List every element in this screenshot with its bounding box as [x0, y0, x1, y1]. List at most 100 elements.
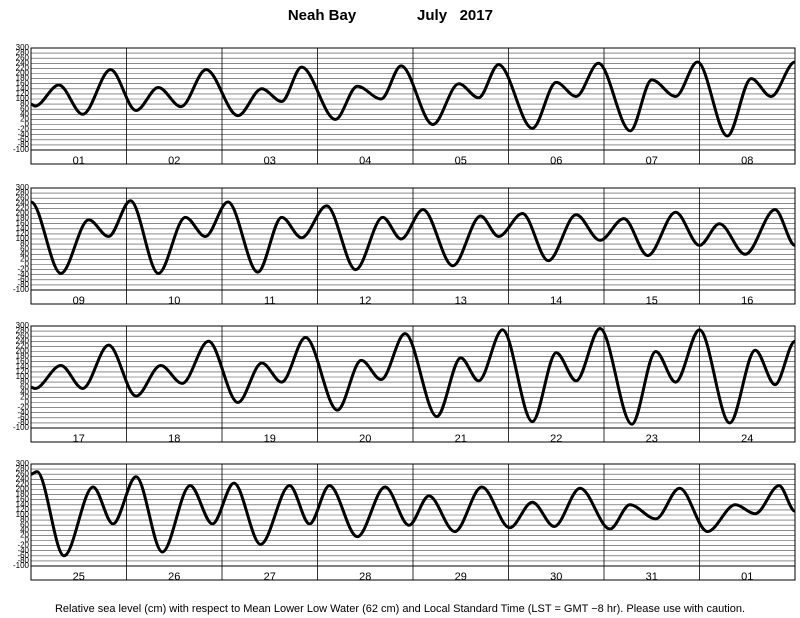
- x-tick-label: 12: [359, 295, 371, 307]
- y-tick-label: 100: [16, 94, 30, 103]
- y-tick-label: 60: [20, 104, 29, 113]
- x-tick-label: 06: [550, 155, 562, 167]
- y-tick-label: 300: [16, 459, 30, 468]
- y-tick-label: 140: [16, 500, 30, 509]
- x-tick-label: 17: [73, 433, 85, 445]
- y-tick-label: 180: [16, 74, 30, 83]
- y-tick-label: 140: [16, 362, 30, 371]
- y-tick-label: 200: [16, 69, 30, 78]
- y-tick-label: 0: [25, 260, 30, 269]
- y-tick-label: 20: [20, 531, 29, 540]
- y-tick-label: 100: [16, 510, 30, 519]
- y-tick-label: 220: [16, 204, 30, 213]
- x-tick-label: 05: [455, 155, 467, 167]
- x-tick-label: 22: [550, 433, 562, 445]
- y-tick-label: 80: [20, 515, 29, 524]
- y-tick-label: 160: [16, 357, 30, 366]
- y-tick-label: 80: [20, 377, 29, 386]
- x-tick-label: 01: [73, 155, 85, 167]
- x-tick-label: 21: [455, 433, 467, 445]
- y-tick-label: -100: [13, 145, 30, 154]
- y-tick-label: -60: [17, 275, 29, 284]
- x-tick-label: 27: [264, 571, 276, 583]
- y-tick-label: 220: [16, 64, 30, 73]
- x-tick-label: 02: [168, 155, 180, 167]
- y-tick-label: 120: [16, 89, 30, 98]
- x-tick-label: 30: [550, 571, 562, 583]
- y-tick-label: 60: [20, 382, 29, 391]
- y-tick-label: 40: [20, 249, 29, 258]
- y-tick-label: 20: [20, 393, 29, 402]
- y-tick-label: 280: [16, 48, 30, 57]
- y-tick-label: -100: [13, 423, 30, 432]
- y-tick-label: 20: [20, 255, 29, 264]
- y-tick-label: 260: [16, 53, 30, 62]
- y-tick-label: 260: [16, 469, 30, 478]
- y-tick-label: 100: [16, 234, 30, 243]
- y-tick-label: 160: [16, 219, 30, 228]
- y-tick-label: 180: [16, 490, 30, 499]
- y-tick-label: 180: [16, 214, 30, 223]
- y-tick-label: 120: [16, 367, 30, 376]
- y-tick-label: 240: [16, 474, 30, 483]
- x-tick-label: 31: [646, 571, 658, 583]
- x-tick-label: 20: [359, 433, 371, 445]
- x-tick-label: 07: [646, 155, 658, 167]
- y-tick-label: 300: [16, 183, 30, 192]
- caption: Relative sea level (cm) with respect to …: [55, 603, 745, 615]
- x-tick-label: 03: [264, 155, 276, 167]
- y-tick-label: -100: [13, 561, 30, 570]
- x-tick-label: 13: [455, 295, 467, 307]
- y-tick-label: 160: [16, 495, 30, 504]
- x-tick-label: 28: [359, 571, 371, 583]
- y-tick-label: 220: [16, 342, 30, 351]
- plot-frame: [30, 325, 796, 443]
- y-tick-label: -80: [17, 556, 29, 565]
- y-tick-label: 240: [16, 58, 30, 67]
- y-tick-label: 60: [20, 244, 29, 253]
- y-tick-label: 200: [16, 209, 30, 218]
- x-tick-label: 10: [168, 295, 180, 307]
- x-tick-label: 16: [741, 295, 753, 307]
- y-tick-label: 220: [16, 480, 30, 489]
- tide-line: [31, 327, 795, 426]
- y-tick-label: 0: [25, 398, 30, 407]
- x-tick-label: 18: [168, 433, 180, 445]
- y-tick-label: 280: [16, 188, 30, 197]
- y-tick-label: 300: [16, 43, 30, 52]
- y-tick-label: 260: [16, 193, 30, 202]
- y-tick-label: -40: [17, 546, 29, 555]
- x-tick-label: 19: [264, 433, 276, 445]
- tide-line: [31, 470, 795, 558]
- y-tick-label: 0: [25, 120, 30, 129]
- y-tick-label: 80: [20, 99, 29, 108]
- y-tick-label: 140: [16, 84, 30, 93]
- y-tick-label: 300: [16, 321, 30, 330]
- date: July 2017: [417, 7, 493, 24]
- y-tick-label: 120: [16, 229, 30, 238]
- y-tick-label: -80: [17, 140, 29, 149]
- y-tick-label: 140: [16, 224, 30, 233]
- y-tick-label: 60: [20, 520, 29, 529]
- y-tick-label: 80: [20, 239, 29, 248]
- y-tick-label: 0: [25, 536, 30, 545]
- y-tick-label: 260: [16, 331, 30, 340]
- y-tick-label: 240: [16, 198, 30, 207]
- plot-frame: [30, 463, 796, 581]
- y-tick-label: -60: [17, 413, 29, 422]
- y-tick-label: 20: [20, 115, 29, 124]
- x-tick-label: 04: [359, 155, 371, 167]
- y-tick-label: 100: [16, 372, 30, 381]
- y-tick-label: 120: [16, 505, 30, 514]
- y-tick-label: -60: [17, 551, 29, 560]
- x-tick-label: 01: [741, 571, 753, 583]
- y-tick-label: 40: [20, 387, 29, 396]
- x-tick-label: 24: [741, 433, 753, 445]
- y-tick-label: 160: [16, 79, 30, 88]
- y-tick-label: -40: [17, 130, 29, 139]
- title: Neah Bay: [288, 7, 357, 24]
- y-tick-label: -20: [17, 125, 29, 134]
- y-tick-label: 280: [16, 326, 30, 335]
- y-tick-label: -80: [17, 418, 29, 427]
